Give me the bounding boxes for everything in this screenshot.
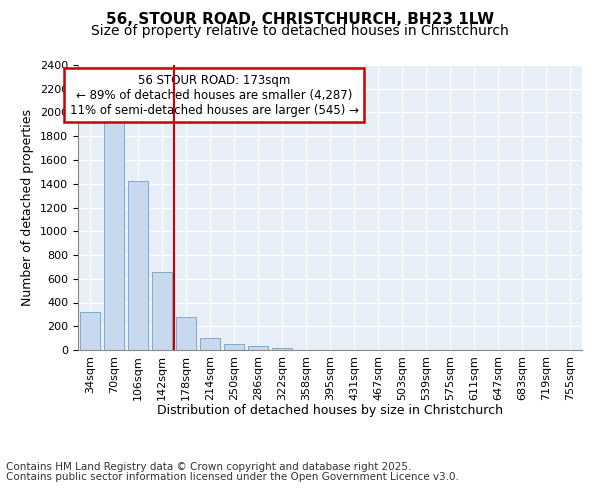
- Bar: [224, 344, 244, 350]
- Bar: [176, 317, 196, 350]
- Text: 56, STOUR ROAD, CHRISTCHURCH, BH23 1LW: 56, STOUR ROAD, CHRISTCHURCH, BH23 1LW: [106, 12, 494, 28]
- Text: Contains HM Land Registry data © Crown copyright and database right 2025.: Contains HM Land Registry data © Crown c…: [6, 462, 412, 472]
- Bar: [104, 112, 124, 350]
- Bar: [272, 348, 292, 350]
- X-axis label: Distribution of detached houses by size in Christchurch: Distribution of detached houses by size …: [157, 404, 503, 417]
- Y-axis label: Number of detached properties: Number of detached properties: [22, 109, 34, 306]
- Bar: [248, 346, 268, 350]
- Bar: [80, 312, 100, 350]
- Text: 56 STOUR ROAD: 173sqm
← 89% of detached houses are smaller (4,287)
11% of semi-d: 56 STOUR ROAD: 173sqm ← 89% of detached …: [70, 74, 359, 116]
- Bar: [200, 338, 220, 350]
- Bar: [152, 272, 172, 350]
- Bar: [128, 182, 148, 350]
- Text: Size of property relative to detached houses in Christchurch: Size of property relative to detached ho…: [91, 24, 509, 38]
- Text: Contains public sector information licensed under the Open Government Licence v3: Contains public sector information licen…: [6, 472, 459, 482]
